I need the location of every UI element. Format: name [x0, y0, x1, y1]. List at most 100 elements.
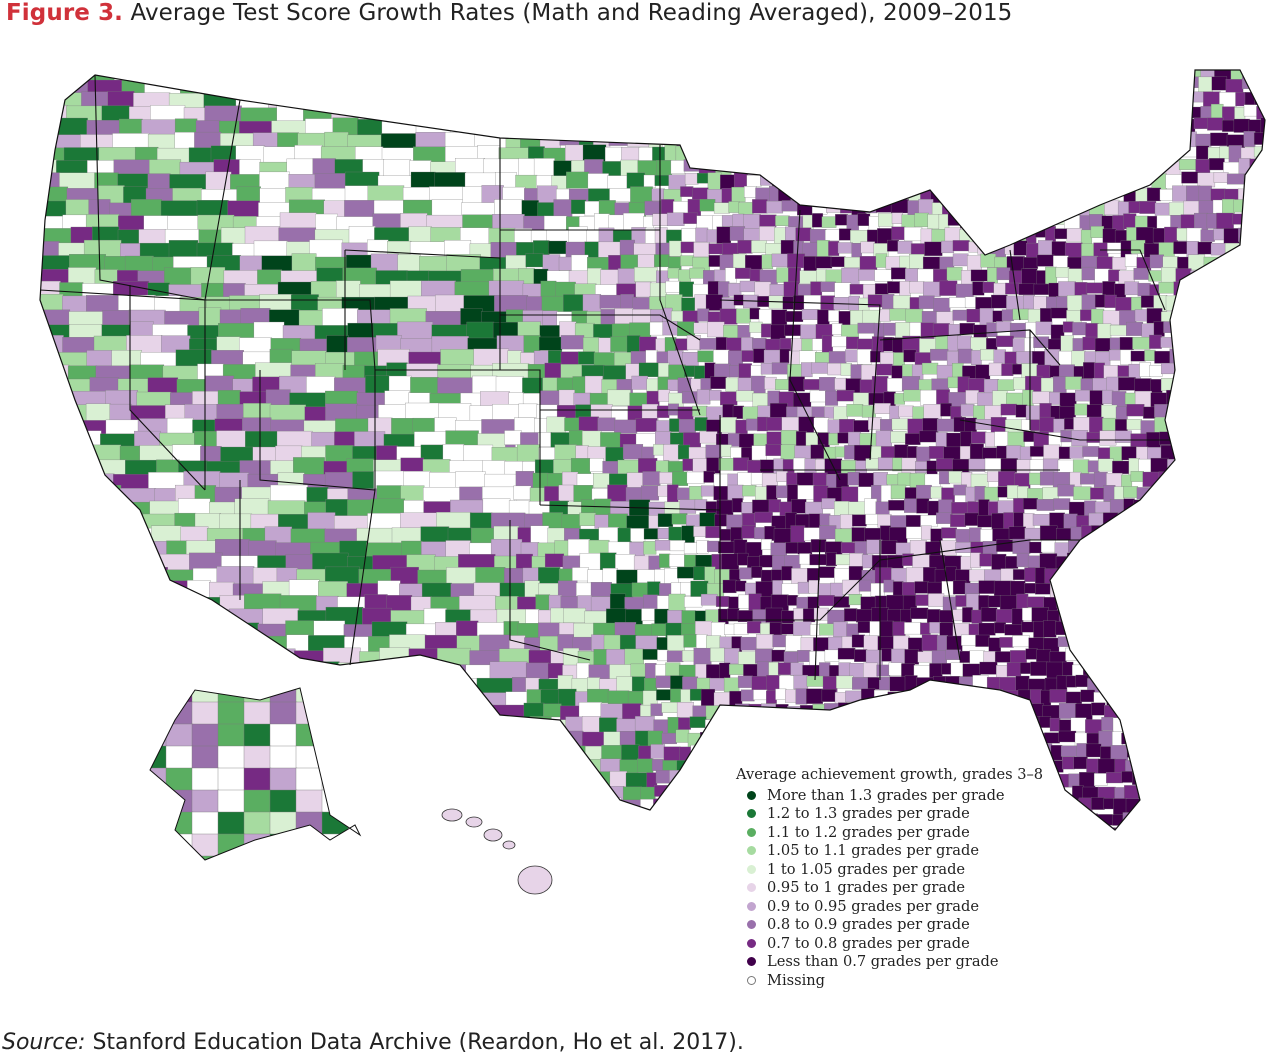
district-region	[797, 542, 813, 555]
district-region	[785, 78, 802, 94]
district-region	[217, 789, 246, 814]
district-region	[1258, 514, 1265, 529]
district-region	[1075, 674, 1089, 688]
district-region	[1246, 825, 1263, 830]
district-region	[191, 811, 220, 836]
district-region	[786, 406, 799, 418]
district-region	[994, 717, 1008, 732]
district-region	[997, 486, 1009, 498]
district-region	[850, 230, 869, 244]
district-region	[634, 267, 658, 282]
district-region	[88, 515, 114, 538]
district-region	[1072, 117, 1089, 134]
district-region	[765, 444, 783, 456]
district-region	[1153, 321, 1165, 337]
district-region	[1119, 337, 1134, 351]
district-region	[1246, 498, 1259, 516]
district-region	[669, 554, 686, 567]
district-region	[1126, 321, 1144, 336]
district-region	[833, 406, 848, 421]
district-region	[788, 376, 805, 392]
district-region	[744, 744, 757, 760]
district-region	[1028, 744, 1043, 762]
district-region	[1107, 242, 1123, 254]
district-region	[862, 309, 881, 324]
district-region	[1232, 486, 1249, 504]
district-region	[538, 336, 563, 351]
district-region	[974, 744, 989, 759]
district-region	[1230, 690, 1245, 703]
district-region	[1269, 720, 1280, 737]
district-region	[1054, 228, 1069, 240]
district-region	[650, 703, 663, 716]
district-region	[885, 148, 903, 164]
district-region	[810, 444, 826, 459]
district-region	[858, 269, 876, 281]
district-region	[602, 568, 618, 584]
district-region	[769, 719, 782, 735]
district-region	[741, 717, 760, 732]
district-region	[795, 688, 808, 705]
district-region	[992, 131, 1006, 148]
district-region	[720, 444, 732, 458]
district-region	[929, 622, 941, 634]
district-region	[743, 664, 759, 677]
district-region	[1105, 91, 1119, 104]
district-region	[1092, 174, 1111, 190]
district-region	[787, 732, 803, 744]
district-region	[846, 404, 864, 417]
district-region	[40, 542, 68, 579]
district-region	[856, 609, 873, 623]
district-region	[970, 552, 981, 569]
district-region	[686, 132, 703, 150]
district-region	[599, 717, 618, 734]
district-region	[326, 743, 362, 778]
district-region	[653, 827, 666, 830]
district-region	[894, 393, 905, 405]
district-region	[682, 458, 694, 471]
district-region	[819, 104, 832, 119]
district-region	[780, 623, 795, 635]
district-region	[628, 105, 651, 128]
district-region	[667, 635, 685, 653]
district-region	[887, 92, 905, 104]
district-region	[677, 444, 691, 460]
district-region	[458, 746, 487, 772]
district-region	[960, 556, 972, 571]
district-region	[1210, 717, 1224, 732]
district-region	[931, 378, 950, 391]
district-region	[1123, 486, 1139, 498]
district-region	[1255, 648, 1265, 663]
district-region	[1213, 172, 1229, 183]
district-region	[700, 688, 716, 706]
district-region	[1257, 78, 1265, 90]
district-region	[892, 337, 904, 355]
district-region	[1209, 827, 1224, 830]
district-region	[1177, 745, 1195, 757]
district-region	[933, 676, 947, 690]
district-region	[1040, 171, 1052, 188]
district-region	[856, 120, 870, 133]
district-region	[359, 651, 381, 685]
district-region	[851, 704, 868, 722]
district-region	[1098, 634, 1114, 646]
district-region	[951, 502, 969, 514]
district-region	[646, 92, 663, 108]
district-region	[191, 767, 220, 792]
district-region	[1262, 187, 1265, 200]
district-region	[715, 596, 730, 607]
district-region	[779, 70, 794, 80]
district-region	[959, 650, 971, 663]
district-region	[878, 213, 894, 227]
district-region	[1242, 729, 1255, 747]
district-region	[1216, 267, 1234, 284]
district-region	[939, 280, 958, 296]
district-region	[269, 745, 298, 770]
district-region	[126, 527, 153, 564]
district-region	[441, 808, 463, 822]
district-region	[670, 92, 688, 106]
district-region	[68, 745, 105, 781]
district-region	[541, 79, 559, 98]
district-region	[696, 540, 709, 554]
district-region	[741, 525, 756, 539]
